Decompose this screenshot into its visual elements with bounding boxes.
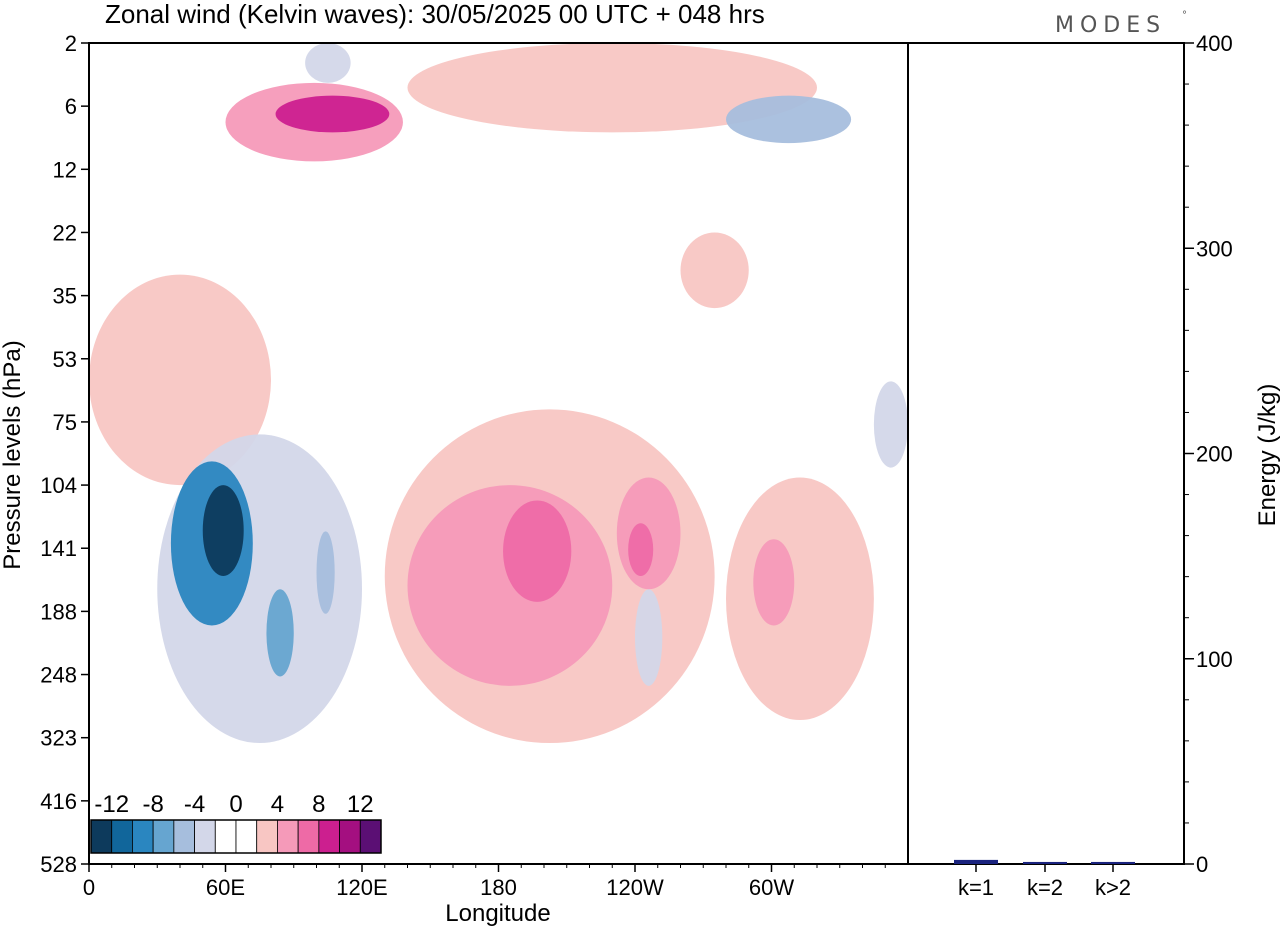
energy-y-axis: 0 100 200 300 400 (1184, 31, 1233, 877)
colorbar-swatch (132, 819, 154, 854)
energy-bars (954, 859, 1135, 864)
easterly-region-6 (726, 95, 852, 144)
y-tick-label: 75 (53, 410, 77, 435)
colorbar-swatch (339, 819, 361, 854)
energy-x-axis: k=1 k=2 k>2 (958, 864, 1131, 900)
y-axis-label: Pressure levels (hPa) (0, 340, 26, 569)
y-tick-label: 141 (40, 536, 77, 561)
colorbar-swatch (256, 819, 278, 854)
easterly-region-3 (316, 531, 335, 614)
colorbar-swatch (90, 819, 113, 854)
westerly-region-21 (89, 274, 271, 486)
y-tick-label: 35 (53, 284, 77, 309)
energy-category-label: k=2 (1027, 875, 1063, 900)
easterly-region-8 (635, 589, 663, 686)
y-tick-label: 6 (65, 94, 77, 119)
y-tick-label: 12 (53, 157, 77, 182)
colorbar-frame (90, 819, 382, 854)
x-tick-label: 60W (749, 875, 794, 900)
x-axis-label: Longitude (445, 900, 550, 927)
colorbar-swatch (235, 819, 258, 854)
y-tick-label: 528 (40, 852, 77, 877)
energy-bar-k>2 (1091, 861, 1135, 864)
energy-tick-label: 300 (1196, 236, 1233, 261)
colorbar-swatch (111, 819, 133, 854)
colorbar-label: 0 (229, 791, 242, 818)
energy-category-label: k>2 (1095, 875, 1131, 900)
energy-frame (907, 42, 1185, 865)
westerly-region-19 (753, 539, 795, 626)
easterly-region-0 (202, 485, 244, 576)
y-tick-label: 248 (40, 663, 77, 688)
westerly-region-14 (503, 500, 572, 602)
energy-tick-label: 200 (1196, 442, 1233, 467)
svg-text:°: ° (1182, 10, 1187, 21)
westerly-region-11 (275, 95, 390, 133)
wind-contours (89, 43, 908, 801)
colorbar-label: 4 (271, 791, 284, 818)
energy-bar-k=1 (954, 859, 998, 864)
easterly-region-9 (873, 381, 908, 468)
colorbar-swatch (277, 819, 299, 854)
x-tick-label: 120W (606, 875, 664, 900)
x-axis: 0 60E 120E 180 120W 60W (83, 864, 886, 900)
easterly-region-7 (305, 43, 351, 83)
energy-tick-label: 0 (1196, 852, 1208, 877)
energy-tick-label: 400 (1196, 31, 1233, 56)
energy-axis-label: Energy (J/kg) (1254, 384, 1280, 527)
chart-title: Zonal wind (Kelvin waves): 30/05/2025 00… (105, 0, 765, 29)
energy-panel: 0 100 200 300 400 k=1 k=2 k>2 Energy (J/kg) (907, 31, 1280, 900)
colorbar-label: 12 (347, 791, 374, 818)
easterly-region-10 (851, 249, 908, 324)
colorbar: -12 -8 -4 0 4 8 12 (90, 791, 382, 854)
colorbar-swatch (297, 819, 320, 854)
y-tick-label: 22 (53, 220, 77, 245)
colorbar-swatch (359, 819, 382, 854)
colorbar-label: -4 (184, 791, 205, 818)
modes-logo: MODES ° (1055, 10, 1187, 38)
colorbar-swatch (318, 819, 340, 854)
y-axis: 2 6 12 22 35 53 75 104 141 188 248 323 416 528 (40, 31, 89, 877)
y-tick-label: 53 (53, 347, 77, 372)
westerly-region-20 (726, 477, 874, 721)
hovmoller-panel: 2 6 12 22 35 53 75 104 141 188 248 323 416 528 0 60E 12… (0, 31, 909, 927)
energy-bar-k=2 (1023, 861, 1067, 864)
y-tick-label: 416 (40, 789, 77, 814)
colorbar-swatch (194, 819, 216, 854)
colorbar-label: 8 (312, 791, 325, 818)
easterly-region-2 (266, 589, 294, 677)
y-tick-label: 2 (65, 31, 77, 56)
colorbar-label: -12 (94, 791, 129, 818)
colorbar-swatch (214, 819, 237, 854)
svg-text:MODES: MODES (1055, 13, 1166, 38)
energy-tick-label: 100 (1196, 647, 1233, 672)
energy-category-label: k=1 (958, 875, 994, 900)
x-tick-label: 60E (206, 875, 245, 900)
x-tick-label: 180 (480, 875, 517, 900)
westerly-region-13 (407, 43, 817, 133)
colorbar-swatch (152, 819, 175, 854)
colorbar-swatch (173, 819, 195, 854)
y-tick-label: 104 (40, 473, 77, 498)
colorbar-label: -8 (142, 791, 163, 818)
y-tick-label: 323 (40, 726, 77, 751)
westerly-region-16 (628, 523, 654, 576)
x-tick-label: 120E (336, 875, 387, 900)
y-tick-label: 188 (40, 599, 77, 624)
x-tick-label: 0 (83, 875, 95, 900)
westerly-region-15 (407, 485, 613, 686)
westerly-region-22 (680, 232, 749, 309)
